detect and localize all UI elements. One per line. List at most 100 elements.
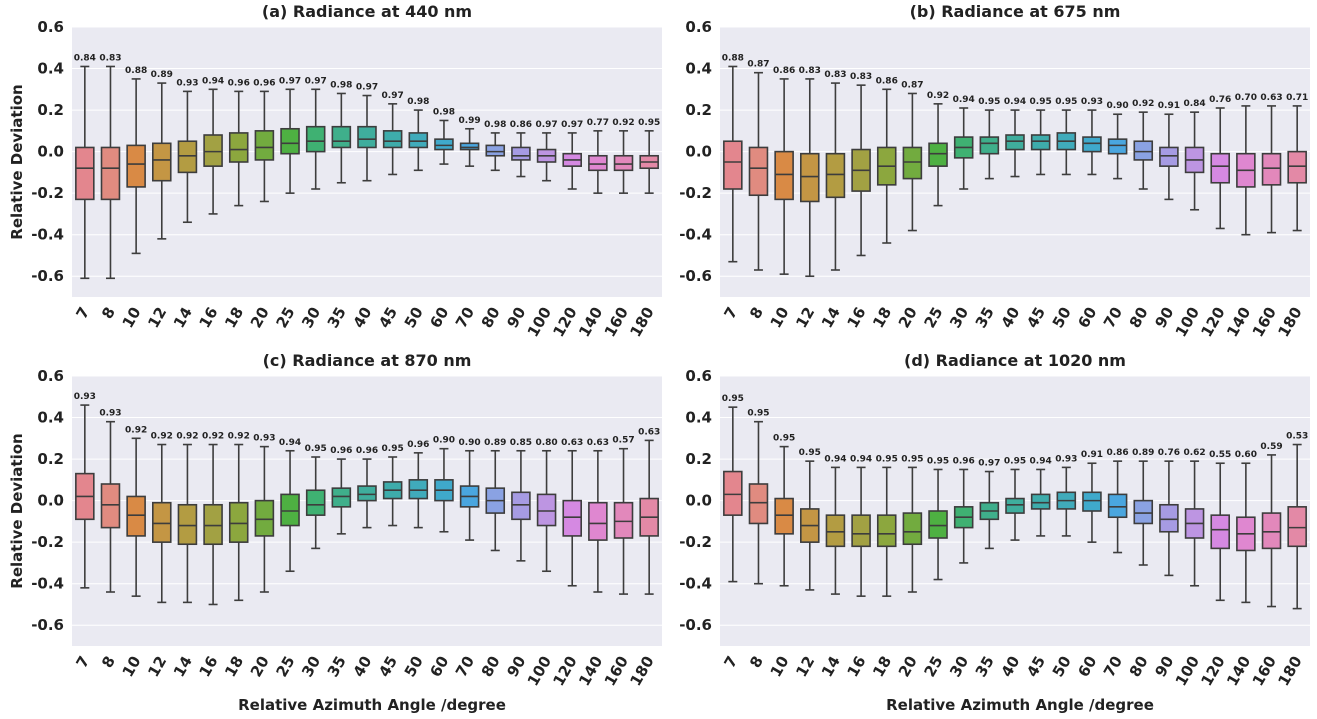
box	[1107, 493, 1128, 519]
y-tick-label: 0.4	[685, 60, 712, 78]
annotation: 0.59	[1260, 442, 1282, 452]
x-tick-label: 20	[247, 653, 273, 680]
annotation: 0.99	[458, 116, 480, 126]
y-tick-label: 0.6	[37, 367, 64, 385]
annotation: 0.93	[176, 78, 198, 88]
annotation: 0.94	[279, 438, 301, 448]
annotation: 0.93	[1055, 454, 1077, 464]
box	[331, 487, 352, 508]
x-tick-label: 100	[1172, 653, 1203, 689]
y-tick-label: -0.4	[679, 575, 712, 593]
x-tick-label: 140	[575, 304, 606, 340]
box	[305, 489, 326, 516]
x-tick-label: 45	[1023, 304, 1049, 331]
x-tick-label: 140	[1223, 653, 1254, 689]
annotation: 0.95	[978, 97, 1000, 107]
box	[902, 146, 923, 180]
y-tick-label: 0.4	[37, 409, 64, 427]
y-tick-label: -0.4	[31, 575, 64, 593]
x-tick-label: 60	[426, 653, 452, 680]
x-tick-label: 80	[478, 304, 504, 331]
box	[928, 510, 948, 539]
y-tick-label: 0.6	[37, 18, 64, 36]
box	[511, 146, 531, 161]
x-tick-label: 140	[1223, 304, 1254, 340]
x-tick-label: 30	[298, 653, 324, 680]
annotation: 0.80	[535, 438, 557, 448]
box	[228, 132, 249, 163]
y-tick-label: 0.2	[37, 101, 64, 119]
annotation: 0.60	[1235, 450, 1257, 460]
annotation: 0.83	[850, 72, 872, 82]
x-tick-label: 7	[720, 304, 741, 322]
box	[588, 154, 608, 172]
annotation: 0.96	[330, 446, 352, 456]
annotation: 0.83	[824, 70, 846, 80]
x-tick-label: 40	[997, 653, 1023, 680]
annotation: 0.94	[824, 454, 846, 464]
box	[1133, 140, 1154, 161]
y-tick-label: -0.2	[679, 533, 712, 551]
box	[1210, 514, 1230, 550]
annotation: 0.87	[901, 80, 923, 90]
box	[562, 499, 582, 537]
annotation: 0.90	[1106, 101, 1128, 111]
box	[100, 146, 121, 201]
x-tick-label: 20	[895, 304, 921, 331]
x-tick-label: 160	[1249, 304, 1280, 340]
annotation: 0.98	[330, 80, 352, 90]
annotation: 0.63	[638, 427, 660, 437]
x-tick-label: 14	[818, 304, 844, 331]
y-axis-label: Relative Deviation	[8, 84, 26, 239]
x-tick-label: 180	[626, 653, 657, 689]
y-tick-label: -0.6	[679, 267, 712, 285]
box	[280, 127, 300, 155]
box	[177, 503, 198, 546]
x-tick-label: 40	[349, 304, 375, 331]
annotation: 0.96	[407, 440, 429, 450]
x-tick-label: 18	[221, 304, 247, 331]
box	[434, 138, 454, 151]
x-tick-label: 14	[170, 653, 196, 680]
box	[485, 144, 506, 157]
y-tick-label: -0.6	[31, 616, 64, 634]
box	[1082, 136, 1102, 153]
annotation: 0.98	[433, 107, 455, 117]
annotation: 0.62	[1183, 448, 1205, 458]
annotation: 0.98	[484, 120, 506, 130]
annotation: 0.53	[1286, 432, 1308, 442]
x-axis-label: Relative Azimuth Angle /degree	[238, 696, 506, 714]
x-tick-label: 12	[144, 304, 170, 331]
y-tick-label: -0.4	[31, 226, 64, 244]
annotation: 0.90	[433, 436, 455, 446]
x-tick-label: 25	[920, 304, 946, 331]
annotation: 0.95	[1004, 456, 1026, 466]
x-tick-label: 50	[401, 304, 427, 331]
annotation: 0.57	[612, 436, 634, 446]
x-tick-label: 30	[298, 304, 324, 331]
box	[723, 470, 743, 516]
annotation: 0.83	[99, 53, 121, 63]
x-tick-label: 10	[767, 304, 793, 331]
x-tick-label: 18	[221, 653, 247, 680]
box	[459, 142, 480, 151]
annotation: 0.92	[202, 432, 224, 442]
y-tick-label: -0.4	[679, 226, 712, 244]
x-tick-label: 50	[1049, 653, 1075, 680]
y-tick-label: 0.4	[37, 60, 64, 78]
x-tick-label: 20	[895, 653, 921, 680]
annotation: 0.95	[638, 118, 660, 128]
x-tick-label: 12	[144, 653, 170, 680]
x-tick-label: 20	[247, 304, 273, 331]
x-tick-label: 180	[626, 304, 657, 340]
annotation: 0.86	[876, 76, 898, 86]
annotation: 0.86	[1106, 448, 1128, 458]
annotation: 0.92	[228, 432, 250, 442]
annotation: 0.63	[561, 438, 583, 448]
x-tick-label: 10	[767, 653, 793, 680]
annotation: 0.89	[151, 70, 173, 80]
box	[613, 501, 634, 539]
annotation: 0.85	[510, 438, 532, 448]
x-tick-label: 8	[746, 653, 767, 671]
box	[613, 154, 634, 172]
